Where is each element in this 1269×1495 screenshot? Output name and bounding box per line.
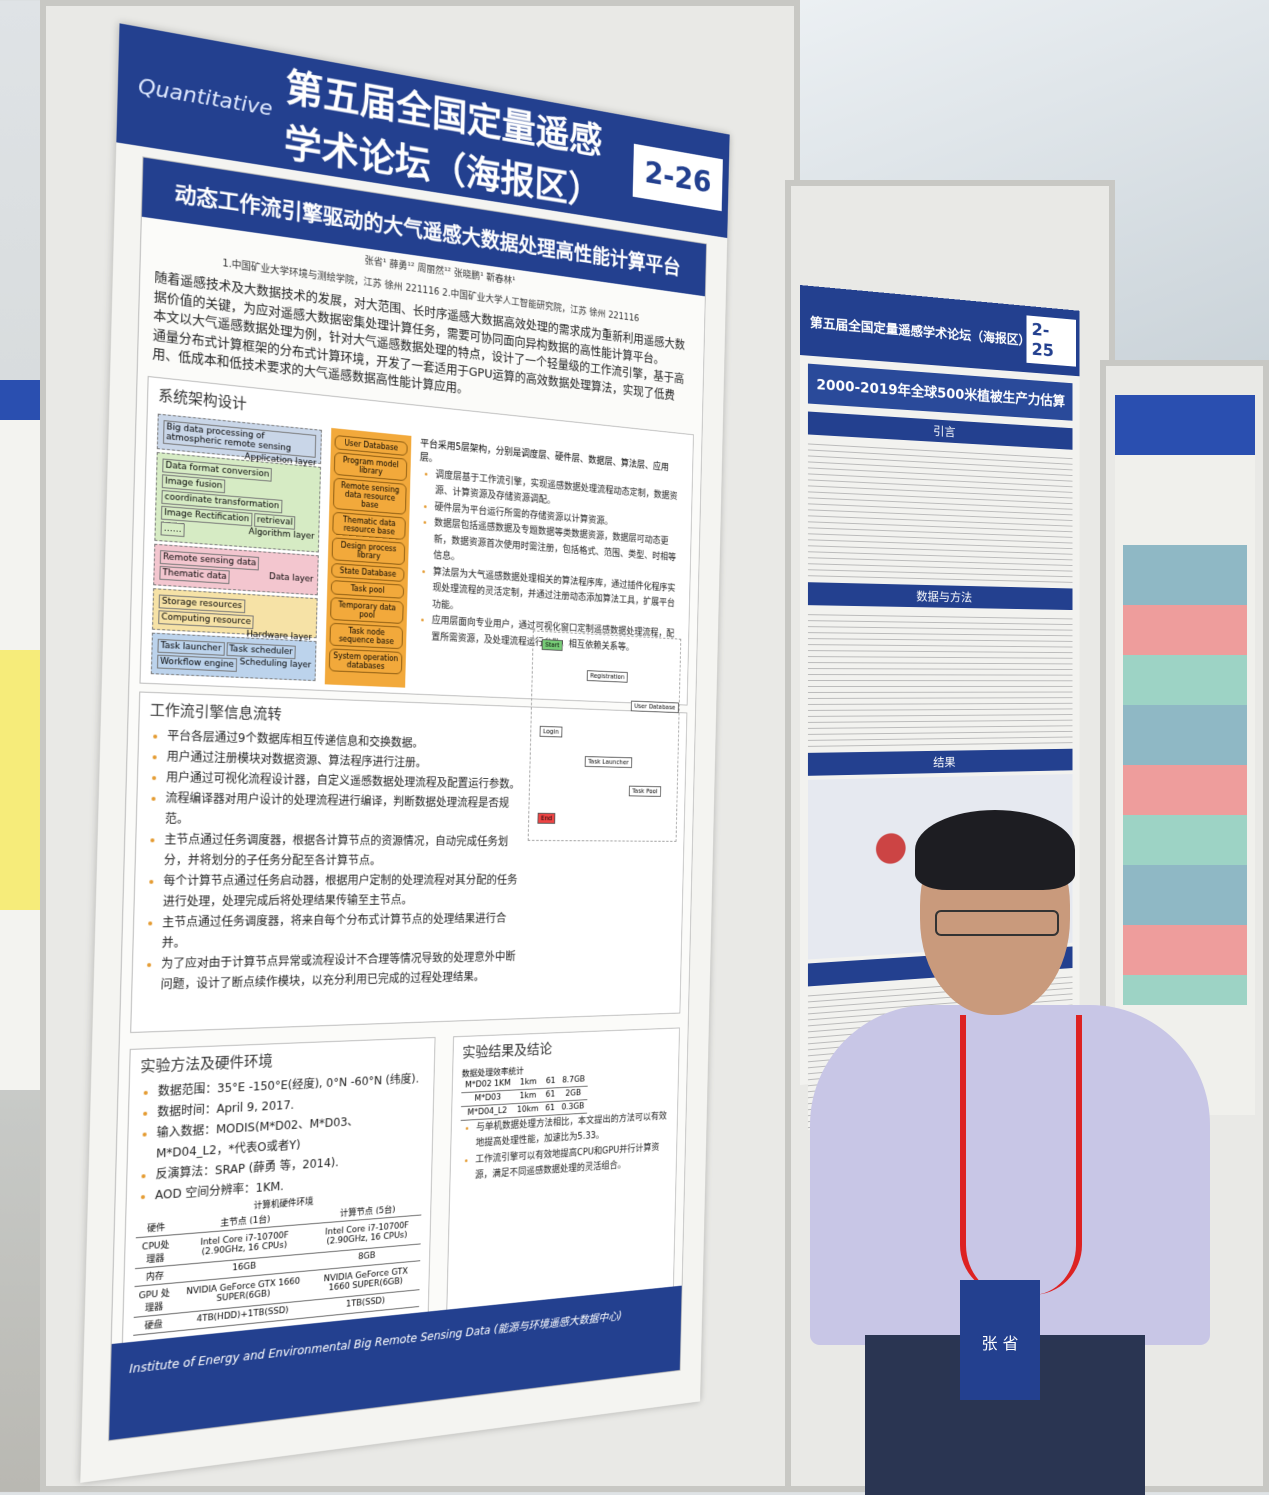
method-label: 数据范围： [157, 1081, 218, 1098]
layer-label: Algorithm layer [248, 526, 315, 542]
table-cell: 61 [542, 1074, 559, 1089]
layer-label: Scheduling layer [239, 657, 312, 670]
database-item: Task node sequence base [329, 622, 404, 649]
flowchart-node: End [537, 812, 556, 824]
layer-item: Workflow engine [157, 654, 238, 672]
table-cell: 61 [541, 1087, 559, 1102]
layer-label: Data layer [268, 571, 314, 585]
glasses [935, 910, 1059, 936]
flowchart-node: User Database [630, 700, 679, 714]
database-item: Design process library [331, 536, 406, 565]
method-value: 1KM. [255, 1178, 285, 1195]
results-section: 实验结果及结论 数据处理效率统计 M*D02 1KM 1km 61 8.7GB M*D0… [446, 1027, 680, 1311]
conference-title: 第五届全国定量遥感学术论坛（海报区） [809, 315, 1031, 349]
text-block [807, 609, 1073, 749]
layer-item: Computing resource [158, 609, 254, 629]
section-heading: 实验结果及结论 [462, 1040, 553, 1061]
methods-section: 实验方法及硬件环境 数据范围：35°E -150°E(经度), 0°N -60°… [121, 1036, 436, 1344]
database-item: Program model library [333, 451, 408, 481]
database-item: Task pool [330, 579, 405, 599]
database-item: System operation databases [328, 647, 403, 674]
board-number: 2-25 [1026, 315, 1076, 367]
workflow-bullet: 主节点通过任务调度器，将来自每个分布式计算节点的处理结果进行合并。 [161, 909, 521, 954]
badge-name: 张 省 [981, 1334, 1019, 1353]
workflow-flowchart: Start Registration User Database Login Task … [527, 630, 682, 842]
layer-item: retrieval [253, 512, 296, 530]
quantitative-logo: Quantitative [137, 73, 273, 121]
database-item: State Database [331, 562, 405, 582]
architecture-layer: Storage resourcesComputing resource Hardw… [152, 587, 318, 642]
workflow-bullet: 主节点通过任务调度器，根据各计算节点的资源情况，自动完成任务划分，并将划分的子任… [164, 829, 524, 870]
flowchart-node: Login [539, 725, 563, 738]
table-cell: 10km [513, 1101, 542, 1117]
lanyard [960, 1015, 1082, 1295]
table-cell: CPU处理器 [135, 1234, 176, 1269]
flowchart-node: Task Launcher [584, 756, 633, 768]
main-poster-stage: Quantitative 第五届全国定量遥感学术论坛（海报区） 2-26 动态工… [80, 20, 790, 1483]
method-label: 数据时间： [157, 1101, 217, 1119]
second-banner: 第五届全国定量遥感学术论坛（海报区） 2-25 [800, 285, 1080, 377]
layer-item: Big data processing of atmospheric remot… [162, 419, 317, 458]
layer-item: Task launcher [157, 638, 225, 656]
flowchart-node: Start [541, 639, 563, 651]
presenter: 张 省 [810, 810, 1210, 1495]
database-item: Temporary data pool [330, 596, 404, 624]
main-poster: Quantitative 第五届全国定量遥感学术论坛（海报区） 2-26 动态工… [80, 23, 730, 1483]
table-cell: 61 [541, 1100, 559, 1116]
architecture-layer: Data format conversionImage fusioncoordi… [154, 451, 321, 553]
flowchart-node: Task Pool [628, 785, 661, 797]
database-column: User Database Program model library Remote… [324, 427, 412, 688]
poster-body: 动态工作流引擎驱动的大气遥感大数据处理高性能计算平台 张省¹ 薛勇¹² 周丽然¹… [108, 156, 707, 1442]
workflow-bullet: 流程编译器对用户设计的处理流程进行编译，判断数据处理流程是否规范。 [165, 788, 525, 833]
layer-item: Thematic data [159, 565, 230, 584]
section-heading: 数据与方法 [807, 582, 1073, 611]
hardware-table: 硬件 主节点 (1台) 计算节点 (5台) CPU处理器 Intel Core i7-1… [133, 1198, 422, 1335]
section-heading: 结果 [807, 748, 1073, 776]
method-label: 输入数据： [156, 1122, 217, 1140]
maps [1123, 545, 1247, 1005]
workflow-bullet: 每个计算节点通过任务启动器，根据用户定制的处理流程对其分配的任务进行处理，处理完… [163, 870, 523, 912]
method-label: AOD 空间分辨率： [154, 1180, 256, 1202]
database-item: Remote sensing data resource base [332, 477, 407, 515]
method-value: April 9, 2017. [216, 1097, 295, 1116]
architecture-layer: Remote sensing dataThematic data Data lay… [153, 543, 319, 595]
third-poster [1115, 395, 1255, 1115]
table-cell: 硬盘 [133, 1313, 174, 1335]
board-number: 2-26 [632, 143, 723, 212]
hair [915, 810, 1075, 890]
table-cell: GPU 处理器 [133, 1282, 175, 1317]
layer-item: Task scheduler [226, 641, 296, 659]
database-item: Thematic data resource base [332, 511, 406, 540]
layer-diagram: Big data processing of atmospheric remot… [150, 410, 322, 683]
text-block [807, 438, 1073, 585]
name-badge: 张 省 [960, 1280, 1040, 1400]
flowchart-node: Registration [586, 670, 628, 683]
workflow-bullet: 为了应对由于计算节点异常或流程设计不合理等情况导致的处理意外中断问题，设计了断点… [160, 947, 521, 995]
table-cell: 0.3GB [557, 1099, 588, 1115]
layer-item: …… [160, 521, 185, 537]
method-label: 反演算法： [155, 1163, 216, 1181]
